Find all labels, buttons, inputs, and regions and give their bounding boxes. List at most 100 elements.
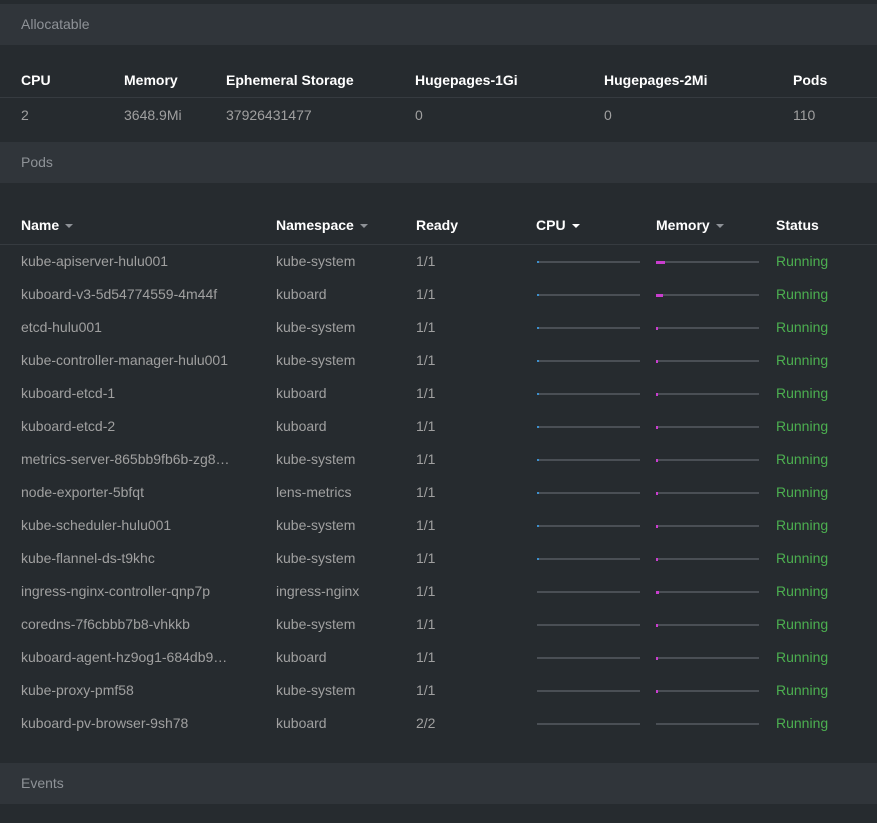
memory-usage-bar	[656, 260, 759, 264]
memory-usage-bar-fill	[656, 326, 659, 330]
table-row[interactable]: kuboard-agent-hz9og1-684db9… kuboard 1/1 Ru…	[0, 641, 877, 674]
pod-name: ingress-nginx-controller-qnp7p	[21, 583, 211, 599]
pod-status: Running	[776, 649, 829, 665]
pods-title: Pods	[21, 154, 53, 170]
cpu-usage-bar-fill	[537, 393, 539, 395]
table-row[interactable]: coredns-7f6cbbb7b8-vhkkb kube-system 1/1 Ru…	[0, 608, 877, 641]
pod-namespace: kuboard	[276, 418, 327, 434]
cpu-usage-bar	[537, 525, 640, 527]
pod-status: Running	[776, 550, 829, 566]
cpu-usage-bar	[537, 624, 640, 626]
memory-usage-bar	[656, 623, 759, 627]
pod-name: kuboard-agent-hz9og1-684db9…	[21, 649, 228, 665]
cpu-usage-bar-fill	[537, 360, 539, 362]
table-row[interactable]: kube-proxy-pmf58 kube-system 1/1 Running	[0, 674, 877, 707]
table-row[interactable]: ingress-nginx-controller-qnp7p ingress-ng…	[0, 575, 877, 608]
memory-usage-bar	[656, 689, 759, 693]
pod-ready: 1/1	[416, 649, 436, 665]
memory-usage-bar	[656, 557, 759, 561]
pod-status: Running	[776, 484, 829, 500]
column-header-status[interactable]: Status	[776, 217, 819, 233]
column-header-namespace[interactable]: Namespace	[276, 207, 368, 244]
memory-usage-bar-fill	[656, 293, 664, 297]
pod-status: Running	[776, 319, 829, 335]
pod-namespace: kube-system	[276, 616, 356, 632]
memory-usage-bar-fill	[656, 623, 658, 627]
allocatable-values-row: 2 3648.9Mi 37926431477 0 0 110	[0, 98, 877, 132]
table-row[interactable]: kuboard-v3-5d54774559-4m44f kuboard 1/1 Run…	[0, 278, 877, 311]
column-header-name[interactable]: Name	[21, 207, 74, 244]
memory-usage-bar	[656, 326, 759, 330]
column-header-ready[interactable]: Ready	[416, 217, 459, 233]
cpu-usage-bar	[537, 294, 640, 296]
column-header-namespace-label: Namespace	[276, 217, 354, 233]
pod-name: kuboard-pv-browser-9sh78	[21, 715, 189, 731]
sort-caret-active-icon	[571, 224, 580, 229]
cpu-usage-bar-fill	[537, 294, 540, 296]
cpu-usage-bar-fill	[537, 426, 539, 428]
allocatable-cpu-value: 2	[21, 107, 29, 123]
cpu-usage-bar	[537, 459, 640, 461]
memory-usage-bar-fill	[656, 557, 658, 561]
allocatable-col-cpu: CPU	[21, 72, 51, 88]
cpu-usage-bar-fill	[537, 558, 539, 560]
memory-usage-bar	[656, 590, 759, 594]
table-row[interactable]: etcd-hulu001 kube-system 1/1 Running	[0, 311, 877, 344]
column-header-memory[interactable]: Memory	[656, 207, 724, 244]
memory-usage-bar-fill	[656, 656, 658, 660]
table-row[interactable]: kube-scheduler-hulu001 kube-system 1/1 Runn…	[0, 509, 877, 542]
column-header-cpu[interactable]: CPU	[536, 207, 580, 244]
pod-status: Running	[776, 418, 829, 434]
pod-status: Running	[776, 616, 829, 632]
pod-namespace: lens-metrics	[276, 484, 352, 500]
pod-status: Running	[776, 583, 829, 599]
pod-name: coredns-7f6cbbb7b8-vhkkb	[21, 616, 190, 632]
allocatable-col-ephemeral-storage: Ephemeral Storage	[226, 72, 354, 88]
pod-namespace: kube-system	[276, 352, 356, 368]
column-header-memory-label: Memory	[656, 217, 710, 233]
pod-name: kube-scheduler-hulu001	[21, 517, 172, 533]
sort-caret-icon	[359, 224, 368, 229]
memory-usage-bar	[656, 491, 759, 495]
pod-namespace: kube-system	[276, 319, 356, 335]
allocatable-col-pods: Pods	[793, 72, 828, 88]
memory-usage-bar-fill	[656, 392, 658, 396]
cpu-usage-bar	[537, 360, 640, 362]
table-row[interactable]: metrics-server-865bb9fb6b-zg8… kube-syste…	[0, 443, 877, 476]
allocatable-table: CPU Memory Ephemeral Storage Hugepages-1…	[0, 45, 877, 142]
pod-name: kuboard-etcd-2	[21, 418, 116, 434]
pod-name: kube-controller-manager-hulu001	[21, 352, 229, 368]
pod-namespace: kuboard	[276, 649, 327, 665]
pod-name: etcd-hulu001	[21, 319, 102, 335]
pod-ready: 1/1	[416, 385, 436, 401]
table-row[interactable]: kuboard-pv-browser-9sh78 kuboard 2/2 Runnin…	[0, 707, 877, 740]
table-row[interactable]: node-exporter-5bfqt lens-metrics 1/1 Runnin…	[0, 476, 877, 509]
cpu-usage-bar	[537, 492, 640, 494]
pod-status: Running	[776, 682, 829, 698]
table-row[interactable]: kuboard-etcd-2 kuboard 1/1 Running	[0, 410, 877, 443]
table-row[interactable]: kube-flannel-ds-t9khc kube-system 1/1 Runni…	[0, 542, 877, 575]
memory-usage-bar	[656, 524, 759, 528]
allocatable-ephemeral-storage-value: 37926431477	[226, 107, 312, 123]
pod-namespace: kube-system	[276, 682, 356, 698]
pod-ready: 1/1	[416, 286, 436, 302]
pod-name: metrics-server-865bb9fb6b-zg8…	[21, 451, 230, 467]
sort-caret-icon	[715, 224, 724, 229]
memory-usage-bar	[656, 293, 759, 297]
events-header: Events	[0, 763, 877, 804]
pod-status: Running	[776, 352, 829, 368]
memory-usage-bar-fill	[656, 425, 658, 429]
memory-usage-bar	[656, 359, 759, 363]
pod-name: kube-apiserver-hulu001	[21, 253, 169, 269]
memory-usage-bar-fill	[656, 524, 658, 528]
pod-ready: 1/1	[416, 484, 436, 500]
pod-name: kube-flannel-ds-t9khc	[21, 550, 155, 566]
table-row[interactable]: kuboard-etcd-1 kuboard 1/1 Running	[0, 377, 877, 410]
allocatable-hugepages-1gi-value: 0	[415, 107, 423, 123]
pod-status: Running	[776, 451, 829, 467]
table-row[interactable]: kube-apiserver-hulu001 kube-system 1/1 Runn…	[0, 245, 877, 278]
cpu-usage-bar	[537, 426, 640, 428]
table-row[interactable]: kube-controller-manager-hulu001 kube-syst…	[0, 344, 877, 377]
cpu-usage-bar	[537, 723, 640, 725]
pod-status: Running	[776, 286, 829, 302]
